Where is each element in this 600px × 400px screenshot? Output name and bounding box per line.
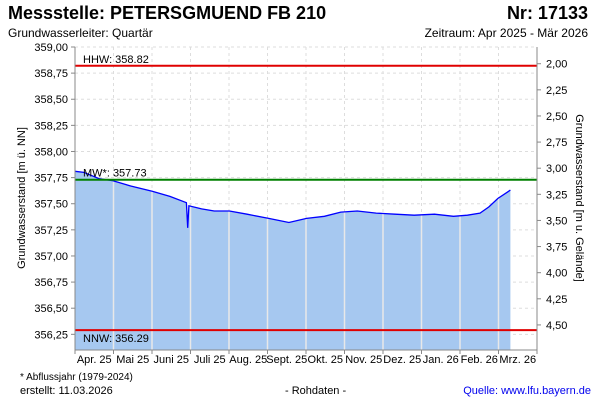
y-tick-label: 358,50: [34, 94, 68, 106]
source-link[interactable]: Quelle: www.lfu.bayern.de: [463, 385, 591, 397]
x-tick-label: Dez. 25: [383, 354, 421, 366]
y2-tick-label: 2,75: [546, 137, 567, 149]
y2-tick-label: 4,50: [546, 320, 567, 332]
y-tick-label: 358,00: [34, 146, 68, 158]
x-tick-label: Jan. 26: [423, 354, 459, 366]
x-tick-label: Mai 25: [116, 354, 149, 366]
y2-tick-label: 4,25: [546, 294, 567, 306]
y-tick-label: 359,00: [34, 42, 68, 54]
y-tick-label: 358,75: [34, 68, 68, 80]
x-tick-label: Juni 25: [154, 354, 189, 366]
y2-tick-label: 4,00: [546, 268, 567, 280]
y2-tick-label: 2,00: [546, 59, 567, 71]
reference-label: NNW: 356.29: [83, 333, 149, 345]
y-tick-label: 356,25: [34, 329, 68, 341]
level-area: [75, 171, 511, 350]
reference-label: MW*: 357.73: [83, 168, 147, 180]
y2-tick-label: 3,75: [546, 242, 567, 254]
reference-label: HHW: 358.82: [83, 54, 149, 66]
y2-tick-label: 3,00: [546, 163, 567, 175]
x-tick-label: Nov. 25: [345, 354, 382, 366]
y-tick-label: 357,50: [34, 199, 68, 211]
x-tick-label: Aug. 25: [229, 354, 267, 366]
y-tick-label: 356,75: [34, 277, 68, 289]
period-label: Zeitraum: Apr 2025 - Mär 2026: [424, 26, 588, 40]
raw-data-note: - Rohdaten -: [285, 385, 347, 397]
footnote: * Abflussjahr (1979-2024): [20, 372, 133, 383]
aquifer-label: Grundwasserleiter: Quartär: [8, 26, 153, 40]
x-tick-label: Juli 25: [194, 354, 226, 366]
y-tick-label: 357,25: [34, 225, 68, 237]
y-axis-label: Grundwasserstand [m ü. NN]: [16, 127, 28, 269]
y2-tick-label: 2,25: [546, 85, 567, 97]
chart-title: Messstelle: PETERSGMUEND FB 210: [8, 3, 327, 23]
x-tick-label: Apr. 25: [77, 354, 112, 366]
y2-tick-label: 2,50: [546, 111, 567, 123]
x-tick-label: Feb. 26: [461, 354, 498, 366]
y-tick-label: 356,50: [34, 303, 68, 315]
station-number: Nr: 17133: [506, 3, 588, 23]
x-tick-label: Sept. 25: [266, 354, 307, 366]
y2-tick-label: 3,25: [546, 189, 567, 201]
y-tick-label: 358,25: [34, 120, 68, 132]
x-tick-label: Okt. 25: [308, 354, 343, 366]
y-tick-label: 357,00: [34, 251, 68, 263]
y-tick-label: 357,75: [34, 173, 68, 185]
y2-axis-label: Grundwasserstand [m u. Gelände]: [573, 114, 585, 282]
y2-tick-label: 3,50: [546, 215, 567, 227]
created-date: erstellt: 11.03.2026: [20, 385, 113, 397]
x-tick-label: Mrz. 26: [499, 354, 536, 366]
level-line: [74, 170, 511, 228]
